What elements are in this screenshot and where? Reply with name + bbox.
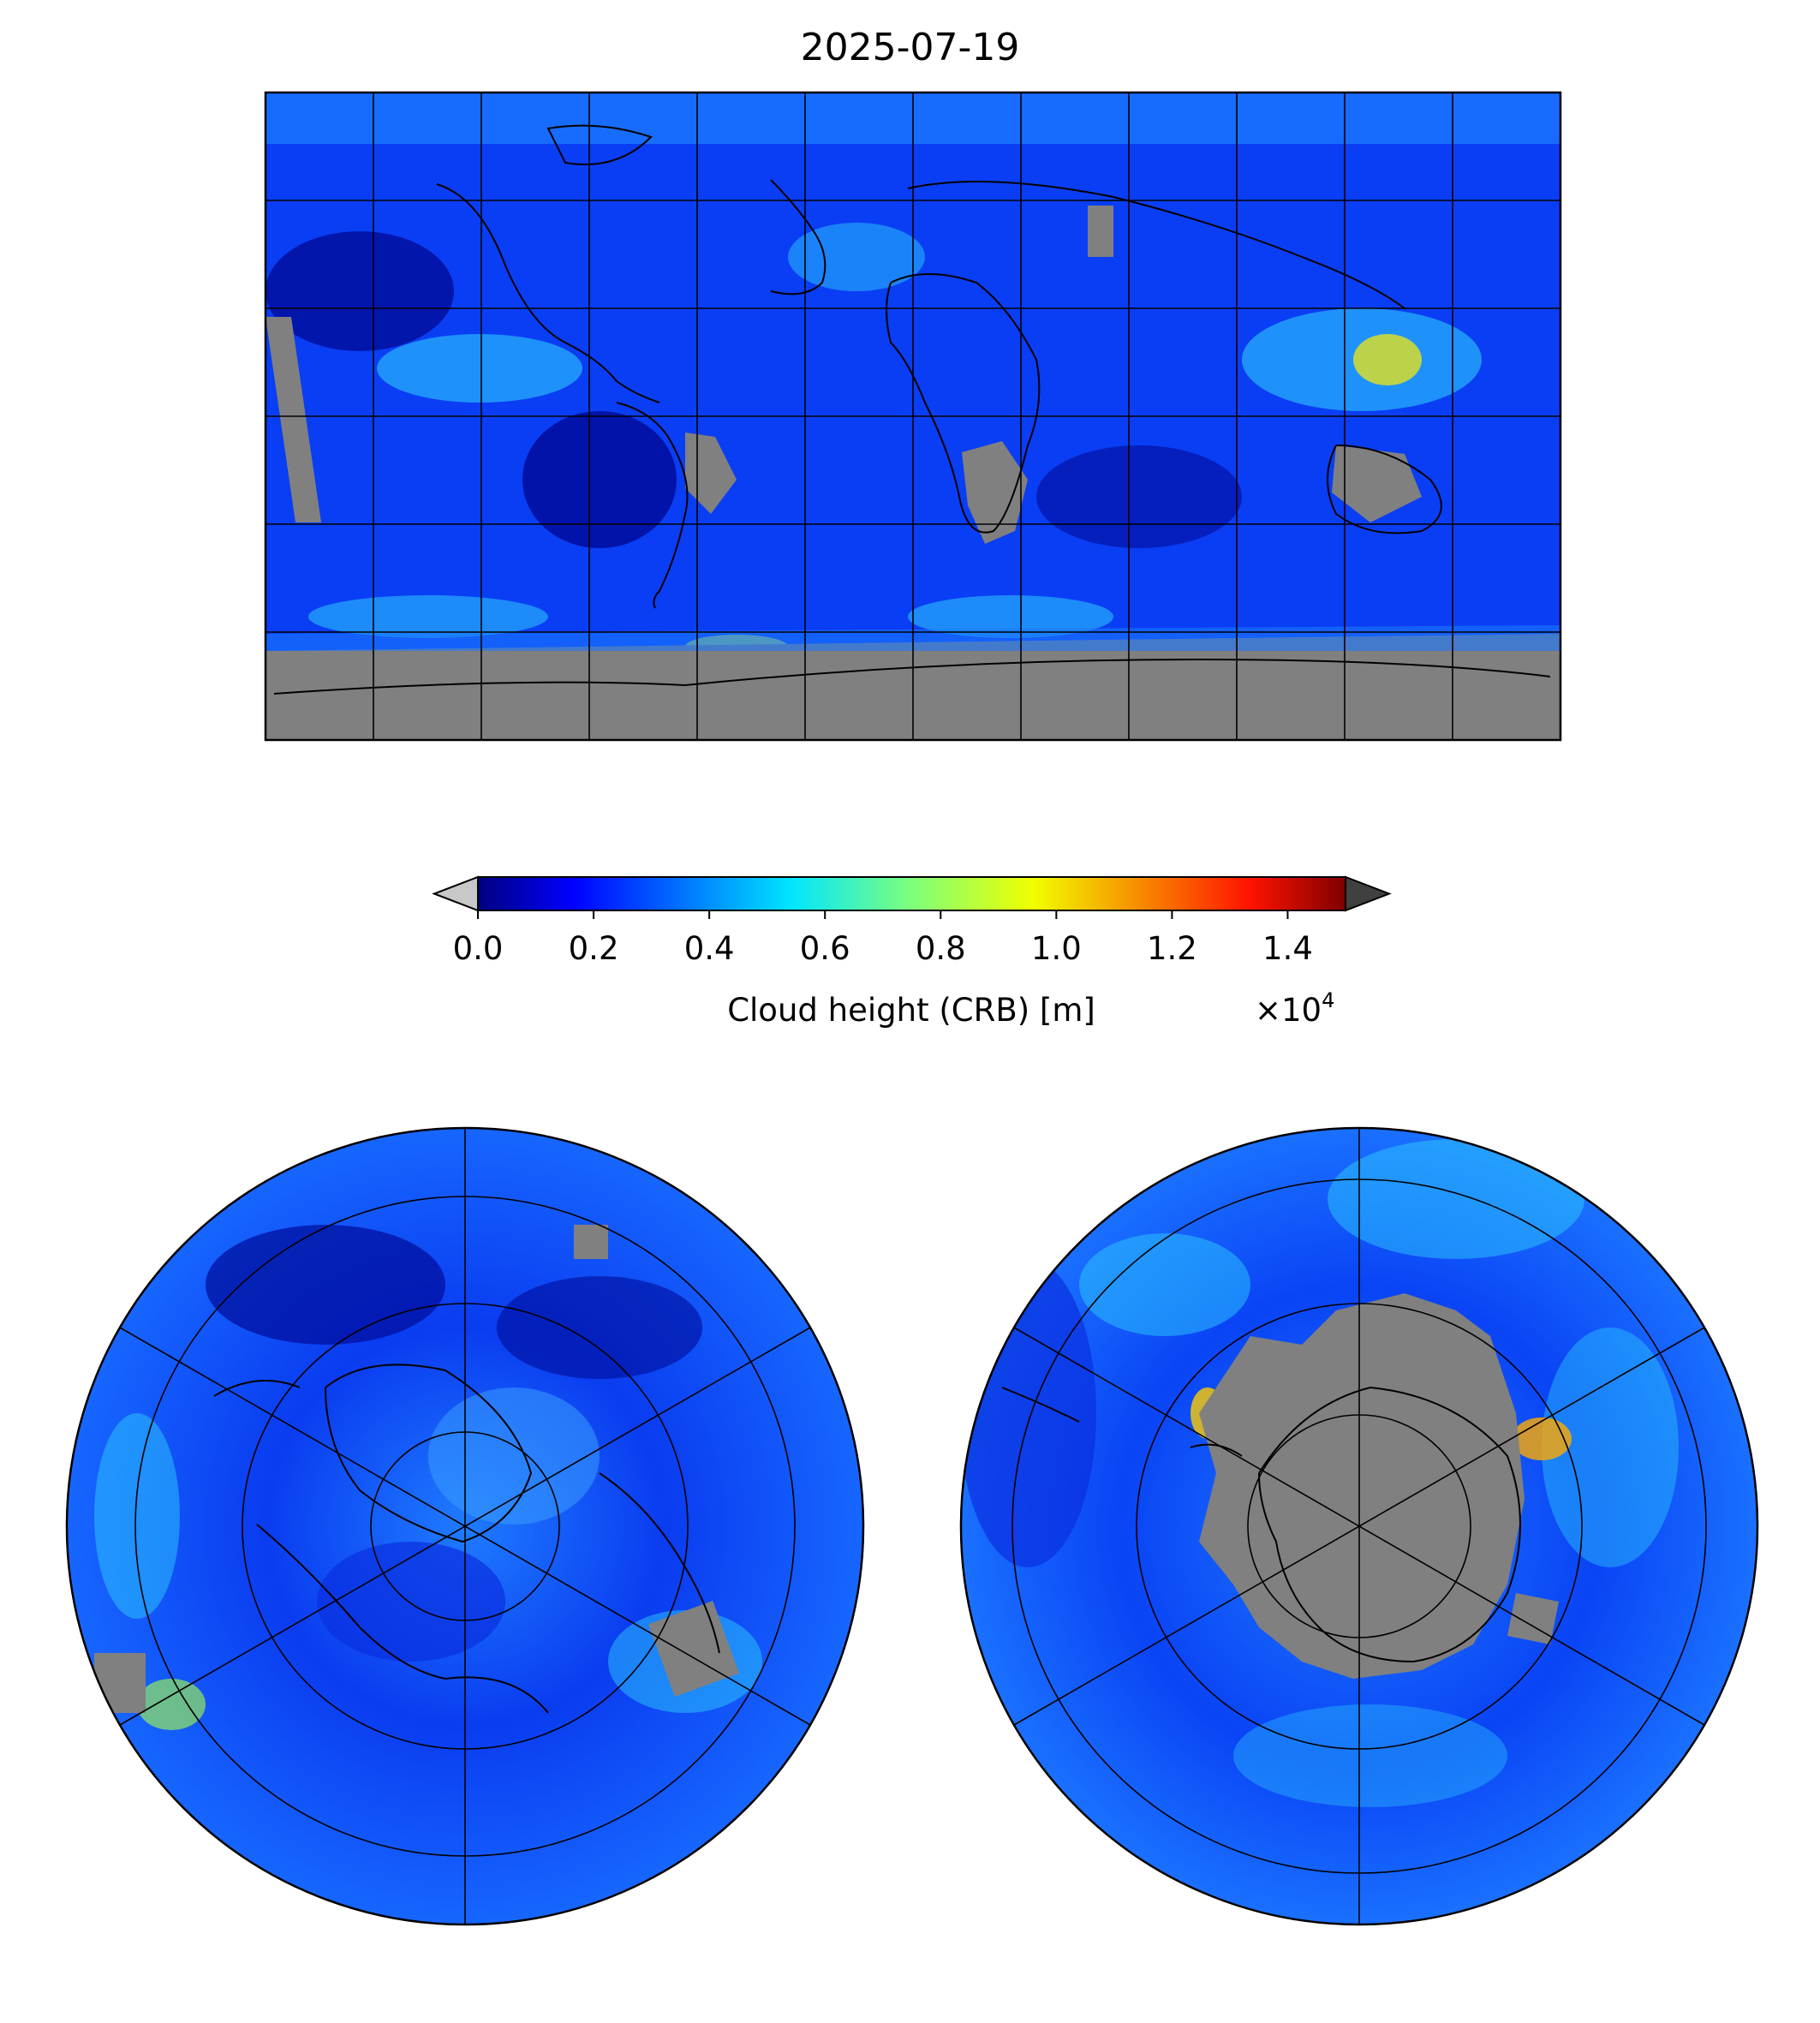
north-polar-panel	[65, 1126, 865, 1926]
south-coastlines	[1001, 1386, 1521, 1663]
colorbar-tick-label: 1.0	[1031, 930, 1082, 967]
colorbar-under-extend	[432, 875, 479, 912]
colorbar-ticks: 0.0 0.2 0.4 0.6 0.8 1.0 1.2 1.4	[453, 910, 1313, 967]
colorbar-tick-label: 1.4	[1262, 930, 1313, 967]
colorbar-over-extend	[1345, 875, 1392, 912]
global-map-panel	[264, 91, 1562, 742]
north-gridlines	[119, 1128, 811, 1925]
north-frame	[65, 1126, 865, 1926]
south-polar-panel	[959, 1126, 1759, 1926]
colorbar-tick-label: 0.8	[916, 930, 966, 967]
colorbar-multiplier: ×104	[1255, 988, 1334, 1029]
south-gridlines	[1011, 1128, 1707, 1925]
global-gridlines	[266, 92, 1560, 740]
north-coastlines	[213, 1364, 720, 1714]
colorbar-tick-label: 0.4	[684, 930, 735, 967]
colorbar-tick-label: 1.2	[1147, 930, 1197, 967]
colorbar: 0.0 0.2 0.4 0.6 0.8 1.0 1.2 1.4 Cloud height (C…	[432, 875, 1392, 1029]
colorbar-tick-label: 0.2	[569, 930, 619, 967]
south-frame	[959, 1126, 1759, 1926]
figure-title: 2025-07-19	[800, 26, 1020, 69]
colorbar-tick-label: 0.6	[800, 930, 850, 967]
colorbar-label: Cloud height (CRB) [m]	[727, 992, 1095, 1029]
colorbar-tick-label: 0.0	[453, 930, 504, 967]
colorbar-gradient	[477, 876, 1346, 911]
global-map-frame	[264, 91, 1562, 742]
